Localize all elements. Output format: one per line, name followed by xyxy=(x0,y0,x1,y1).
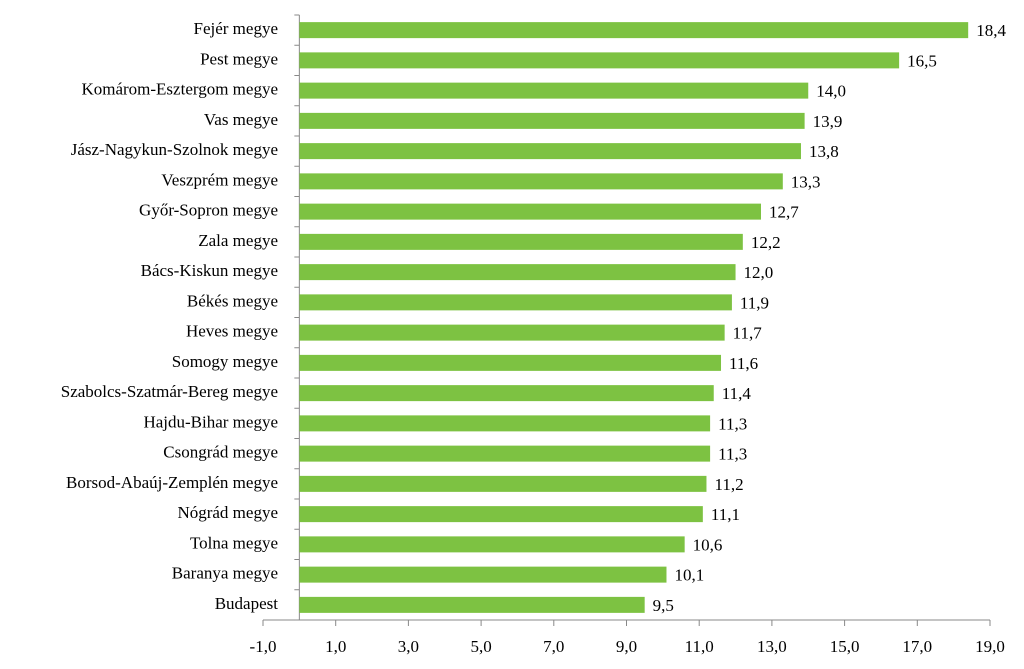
y-tick-label: Fejér megye xyxy=(194,19,279,38)
bar xyxy=(299,264,736,281)
value-label: 13,8 xyxy=(809,142,839,161)
x-tick-label: 9,0 xyxy=(616,637,637,656)
y-tick-label: Komárom-Esztergom megye xyxy=(81,80,278,99)
y-tick-label: Jász-Nagykun-Szolnok megye xyxy=(71,140,278,159)
value-label: 11,1 xyxy=(711,505,740,524)
x-tick-label: 11,0 xyxy=(685,637,714,656)
bar xyxy=(299,566,667,583)
value-label: 14,0 xyxy=(816,82,846,101)
y-tick-label: Hajdu-Bihar megye xyxy=(143,412,278,431)
x-tick-label: 15,0 xyxy=(830,637,860,656)
value-label: 11,2 xyxy=(714,475,743,494)
bar xyxy=(299,203,761,220)
y-tick-label: Békés megye xyxy=(187,291,278,310)
bar xyxy=(299,112,805,129)
value-label: 11,3 xyxy=(718,414,747,433)
y-tick-label: Heves megye xyxy=(186,322,278,341)
bar xyxy=(299,536,685,553)
x-tick-label: 7,0 xyxy=(543,637,564,656)
y-tick-label: Veszprém megye xyxy=(161,170,278,189)
y-tick-label: Bács-Kiskun megye xyxy=(141,261,278,280)
x-tick-label: 17,0 xyxy=(902,637,932,656)
y-tick-label: Vas megye xyxy=(204,110,278,129)
value-label: 9,5 xyxy=(653,596,674,615)
bar xyxy=(299,385,714,402)
x-tick-label: 1,0 xyxy=(325,637,346,656)
x-tick-label: 5,0 xyxy=(470,637,491,656)
value-label: 11,7 xyxy=(733,324,763,343)
x-tick-label: 3,0 xyxy=(398,637,419,656)
y-tick-label: Borsod-Abaúj-Zemplén megye xyxy=(66,473,278,492)
value-label: 11,4 xyxy=(722,384,752,403)
value-label: 18,4 xyxy=(976,21,1006,40)
bar xyxy=(299,596,645,613)
x-tick-label: 19,0 xyxy=(975,637,1005,656)
value-label: 16,5 xyxy=(907,51,937,70)
bar xyxy=(299,324,725,341)
value-label: 12,7 xyxy=(769,203,799,222)
y-tick-label: Budapest xyxy=(215,594,279,613)
bar xyxy=(299,173,783,190)
y-tick-label: Csongrád megye xyxy=(163,443,278,462)
bar xyxy=(299,445,711,462)
bar xyxy=(299,294,732,311)
bar xyxy=(299,143,801,160)
value-label: 11,6 xyxy=(729,354,758,373)
y-tick-label: Tolna megye xyxy=(190,533,278,552)
value-label: 10,6 xyxy=(693,535,723,554)
value-label: 12,2 xyxy=(751,233,781,252)
bar xyxy=(299,506,703,523)
bar xyxy=(299,22,969,39)
value-label: 12,0 xyxy=(744,263,774,282)
value-label: 11,9 xyxy=(740,293,769,312)
value-label: 11,3 xyxy=(718,445,747,464)
y-tick-label: Somogy megye xyxy=(172,352,278,371)
x-tick-label: -1,0 xyxy=(250,637,277,656)
y-tick-label: Zala megye xyxy=(198,231,278,250)
bar xyxy=(299,82,809,99)
y-tick-label: Győr-Sopron megye xyxy=(139,201,278,220)
bar xyxy=(299,475,707,492)
value-label: 13,3 xyxy=(791,172,821,191)
y-tick-label: Nógrád megye xyxy=(177,503,278,522)
y-tick-label: Pest megye xyxy=(200,49,278,68)
y-tick-label: Baranya megye xyxy=(172,564,278,583)
bar xyxy=(299,52,900,69)
y-tick-label: Szabolcs-Szatmár-Bereg megye xyxy=(61,382,278,401)
bar xyxy=(299,354,722,371)
value-label: 13,9 xyxy=(813,112,843,131)
value-label: 10,1 xyxy=(674,566,704,585)
x-tick-label: 13,0 xyxy=(757,637,787,656)
bar xyxy=(299,415,711,432)
bar xyxy=(299,233,743,250)
